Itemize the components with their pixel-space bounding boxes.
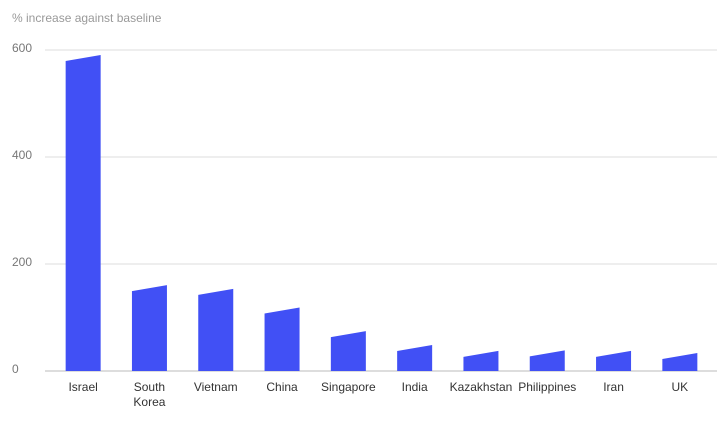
chart-title: % increase against baseline [12,11,162,25]
bar [198,288,234,371]
bar [662,353,698,371]
bar [397,344,433,371]
x-tick-label: China [266,380,298,394]
bar [529,350,565,371]
bar [330,331,366,371]
x-tick-label: South Korea [133,380,166,409]
x-tick-label: Philippines [518,380,577,394]
y-tick-label: 400 [12,148,32,162]
x-tick-label: Vietnam [193,380,238,394]
x-tick-label: India [401,380,428,394]
bar [131,285,167,371]
bar [463,350,499,371]
x-tick-label: Iran [603,380,624,394]
bar [264,307,300,371]
bar [65,55,101,372]
x-tick-label: UK [671,380,689,394]
x-tick-label: Israel [68,380,98,394]
y-tick-label: 600 [12,41,32,55]
bar [596,350,632,371]
x-tick-label: Kazakhstan [449,380,513,394]
x-tick-label: Singapore [320,380,376,394]
y-tick-label: 200 [12,255,32,269]
y-tick-label: 0 [12,362,19,376]
